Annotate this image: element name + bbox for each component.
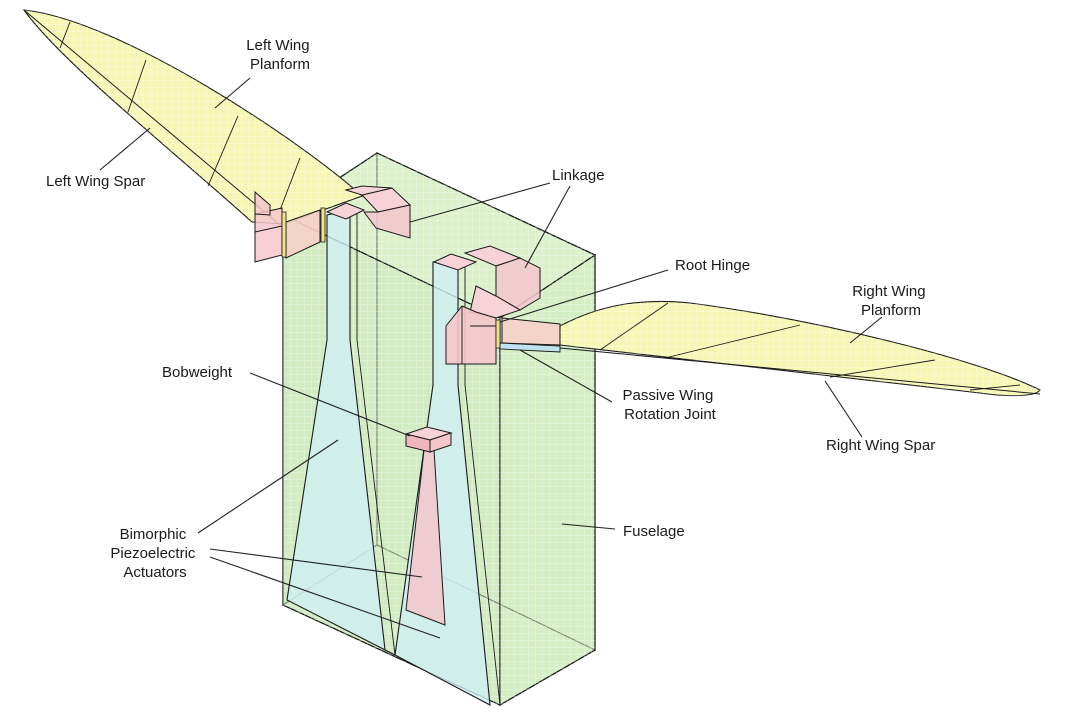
leader-right-wing-spar [824, 380, 863, 438]
leader-actuator-2 [209, 548, 423, 578]
right-wing-spar-line [559, 347, 1041, 395]
leader-actuator-1 [197, 439, 339, 534]
label-root-hinge: Root Hinge [675, 257, 750, 274]
right-wing [499, 300, 1041, 397]
leader-lines [99, 77, 883, 639]
left-wing-spar-line [23, 9, 281, 226]
leader-root-hinge [499, 269, 669, 323]
label-linkage: Linkage [552, 167, 605, 184]
passive-wing-rotation-joint [499, 342, 561, 353]
left-wing-ribs [59, 21, 301, 211]
label-passive-wing-rotation-joint: Passive Wing Rotation Joint [622, 387, 717, 423]
label-bobweight: Bobweight [162, 364, 233, 381]
leader-linkage-right [524, 185, 571, 269]
left-linkage [254, 185, 412, 263]
label-fuselage: Fuselage [623, 523, 685, 540]
left-wing [22, 9, 364, 226]
leader-passive-wing-rotation-joint [519, 349, 613, 403]
label-right-wing-planform: Right Wing Planform [852, 283, 930, 319]
right-wing-ribs [599, 302, 1021, 391]
leader-bobweight [249, 372, 411, 437]
leader-right-wing-planform [849, 316, 883, 344]
label-bimorphic-piezoelectric-actuators: Bimorphic Piezoelectric Actuators [110, 526, 199, 581]
leader-fuselage [561, 523, 616, 530]
leader-actuator-3 [209, 556, 441, 639]
leader-linkage-left [409, 182, 551, 223]
label-left-wing-planform: Left Wing Planform [246, 37, 314, 73]
bobweight [404, 426, 453, 453]
label-left-wing-spar: Left Wing Spar [46, 173, 145, 190]
label-right-wing-spar: Right Wing Spar [826, 437, 935, 454]
leader-left-wing-spar [99, 127, 151, 171]
labels: Left Wing Planform Left Wing Spar Linkag… [46, 37, 935, 581]
leader-left-wing-planform [214, 77, 251, 109]
left-actuator [286, 209, 396, 656]
right-linkage [432, 245, 561, 365]
